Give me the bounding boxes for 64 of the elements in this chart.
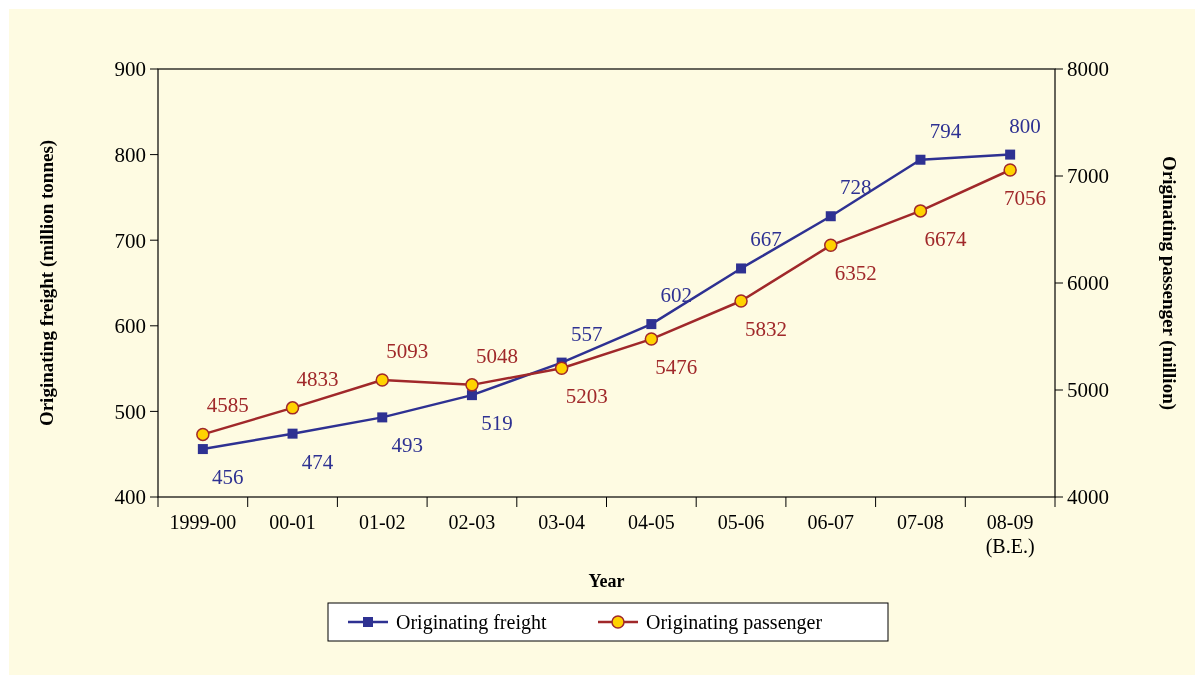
- data-label: 474: [301, 449, 334, 474]
- data-label: 4833: [296, 366, 339, 391]
- y-tick-label: 700: [114, 228, 146, 253]
- data-label: 794: [929, 118, 962, 143]
- x-tick-label: 02-03: [448, 511, 496, 533]
- data-label: 5476: [655, 355, 698, 380]
- data-label: 5203: [565, 384, 608, 409]
- x-tick-label: 05-06: [717, 511, 765, 533]
- y-axis-title: Originating freight (million tonnes): [36, 139, 58, 427]
- point: [196, 427, 210, 442]
- x-tick-label: 06-07: [807, 511, 855, 533]
- point: [913, 204, 928, 218]
- data-label: 519: [481, 411, 513, 436]
- y2-tick-label: 8000: [1067, 57, 1109, 82]
- x-tick-label: 1999-00: [169, 511, 237, 533]
- data-label: 5048: [475, 343, 518, 368]
- point: [734, 294, 748, 308]
- x-axis-title: Year: [588, 571, 625, 591]
- x-tick-label: 07-08: [897, 511, 944, 533]
- point: [466, 390, 477, 401]
- y-tick-label: 500: [114, 399, 146, 424]
- y2-tick-label: 6000: [1067, 271, 1109, 296]
- data-label: 602: [660, 283, 693, 308]
- x-tick-label: 01-02: [358, 511, 406, 533]
- data-label: 5832: [745, 316, 788, 341]
- point: [736, 263, 747, 274]
- data-label: 800: [1009, 113, 1041, 138]
- point: [377, 412, 388, 423]
- legend-label: Originating passenger: [646, 611, 823, 634]
- x-tick-label: 08-09 (B.E.): [985, 511, 1035, 558]
- point: [646, 319, 657, 330]
- point: [465, 378, 479, 392]
- y-tick-label: 900: [114, 57, 146, 82]
- legend-label: Originating freight: [396, 611, 547, 634]
- y-tick-label: 400: [114, 485, 146, 510]
- point: [285, 401, 300, 415]
- point: [824, 238, 838, 253]
- point: [915, 154, 926, 165]
- y-tick-label: 600: [114, 314, 146, 339]
- point: [825, 211, 836, 222]
- data-label: 7056: [1004, 186, 1046, 211]
- data-label: 557: [570, 321, 603, 346]
- x-tick-label: 04-05: [628, 511, 675, 533]
- y2-axis-title: Originating passenger (million): [1158, 155, 1180, 411]
- point: [375, 373, 389, 387]
- data-label: 667: [750, 227, 782, 252]
- point: [644, 332, 659, 346]
- data-label: 456: [212, 465, 244, 490]
- point: [1005, 149, 1016, 160]
- y2-tick-label: 5000: [1067, 378, 1109, 403]
- y2-tick-label: 4000: [1067, 485, 1109, 510]
- x-tick-label: 00-01: [269, 511, 316, 533]
- point: [197, 444, 208, 455]
- x-tick-label: 03-04: [538, 511, 585, 533]
- data-label: 5093: [386, 339, 429, 364]
- data-label: 493: [391, 433, 423, 458]
- data-label: 4585: [206, 393, 249, 418]
- data-label: 6674: [924, 226, 967, 251]
- point: [554, 361, 569, 376]
- point: [287, 428, 298, 439]
- data-label: 6352: [834, 261, 877, 286]
- point: [1003, 163, 1017, 177]
- y-tick-label: 800: [114, 142, 146, 167]
- y2-tick-label: 7000: [1067, 164, 1109, 189]
